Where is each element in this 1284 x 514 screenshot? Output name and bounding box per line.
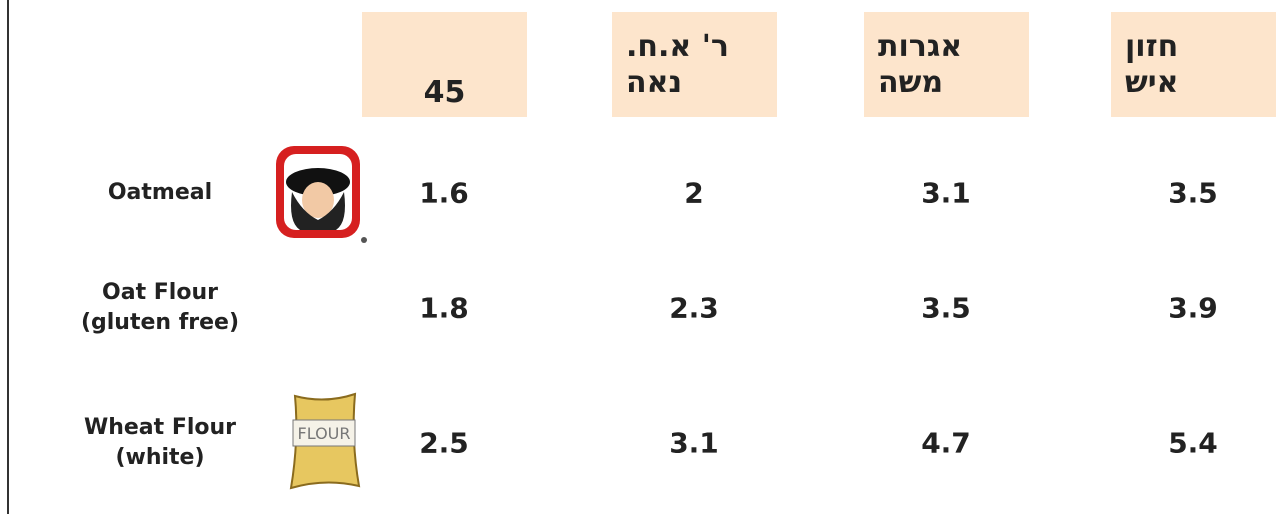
column-header: 45 <box>362 12 527 117</box>
label-line: (white) <box>40 443 280 473</box>
column-header: ר' א.ח.נאה <box>612 12 777 117</box>
header-line: אגרות <box>878 29 962 65</box>
svg-text:FLOUR: FLOUR <box>298 424 351 443</box>
header-line: חזון <box>1125 29 1178 65</box>
cell-value: 2.5 <box>364 427 524 460</box>
row-label: Oat Flour(gluten free) <box>40 278 280 338</box>
page: FLOUR 45 ר' א.ח.נאה אגרותמשה חזוןאיש Oatmeal… <box>0 0 1284 514</box>
left-border <box>7 0 9 514</box>
label-line: Oat Flour <box>40 278 280 308</box>
cell-value: 3.1 <box>614 427 774 460</box>
cell-value: 3.5 <box>1113 177 1273 210</box>
cell-value: 1.6 <box>364 177 524 210</box>
oatmeal-logo <box>272 142 368 248</box>
label-line: Wheat Flour <box>40 413 280 443</box>
cell-value: 1.8 <box>364 292 524 325</box>
header-line: ר' א.ח. <box>626 29 729 65</box>
row-label: Oatmeal <box>40 178 280 208</box>
header-line: 45 <box>424 75 466 111</box>
label-line: (gluten free) <box>40 308 280 338</box>
cell-value: 5.4 <box>1113 427 1273 460</box>
cell-value: 3.5 <box>866 292 1026 325</box>
flour-bag: FLOUR <box>285 390 365 492</box>
header-line: איש <box>1125 65 1178 101</box>
cell-value: 3.1 <box>866 177 1026 210</box>
cell-value: 4.7 <box>866 427 1026 460</box>
label-line: Oatmeal <box>40 178 280 208</box>
cell-value: 2.3 <box>614 292 774 325</box>
row-label: Wheat Flour(white) <box>40 413 280 473</box>
cell-value: 2 <box>614 177 774 210</box>
header-line: משה <box>878 65 943 101</box>
header-line: נאה <box>626 65 682 101</box>
cell-value: 3.9 <box>1113 292 1273 325</box>
